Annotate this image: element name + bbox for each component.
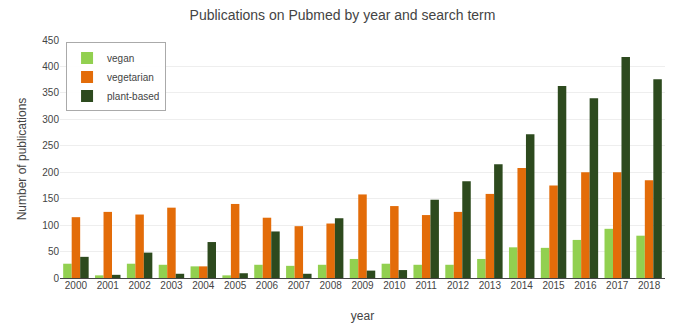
svg-text:450: 450 — [42, 35, 59, 46]
svg-text:2014: 2014 — [511, 280, 534, 291]
svg-text:2000: 2000 — [65, 280, 88, 291]
svg-text:50: 50 — [48, 246, 60, 257]
svg-text:400: 400 — [42, 61, 59, 72]
svg-text:year: year — [351, 309, 374, 323]
svg-text:2012: 2012 — [447, 280, 470, 291]
svg-text:250: 250 — [42, 140, 59, 151]
svg-text:2010: 2010 — [383, 280, 406, 291]
svg-text:2002: 2002 — [128, 280, 151, 291]
svg-text:350: 350 — [42, 87, 59, 98]
svg-text:2005: 2005 — [224, 280, 247, 291]
svg-text:0: 0 — [53, 273, 59, 284]
svg-text:2015: 2015 — [542, 280, 565, 291]
svg-text:100: 100 — [42, 220, 59, 231]
svg-text:2009: 2009 — [351, 280, 374, 291]
svg-text:vegetarian: vegetarian — [107, 72, 154, 83]
svg-text:200: 200 — [42, 167, 59, 178]
svg-text:2008: 2008 — [320, 280, 343, 291]
svg-text:2004: 2004 — [192, 280, 215, 291]
svg-text:300: 300 — [42, 114, 59, 125]
svg-text:plant-based: plant-based — [107, 91, 159, 102]
svg-text:Publications on Pubmed by year: Publications on Pubmed by year and searc… — [190, 7, 496, 23]
svg-text:vegan: vegan — [107, 53, 134, 64]
svg-text:2003: 2003 — [160, 280, 183, 291]
svg-text:2006: 2006 — [256, 280, 279, 291]
svg-text:2017: 2017 — [606, 280, 629, 291]
svg-text:2016: 2016 — [574, 280, 597, 291]
svg-text:Number of publications: Number of publications — [15, 98, 29, 221]
svg-text:2001: 2001 — [97, 280, 120, 291]
svg-text:2007: 2007 — [288, 280, 311, 291]
svg-text:2011: 2011 — [415, 280, 437, 291]
svg-text:2018: 2018 — [638, 280, 661, 291]
svg-text:2013: 2013 — [479, 280, 502, 291]
svg-text:150: 150 — [42, 193, 59, 204]
